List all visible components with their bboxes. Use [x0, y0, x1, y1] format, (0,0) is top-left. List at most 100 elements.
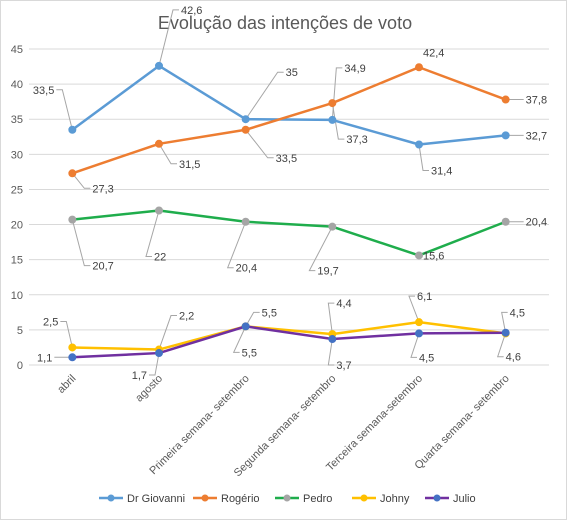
data-label-pedro: 15,6 [423, 250, 444, 262]
data-label-johny: 5,5 [262, 307, 277, 319]
leader-line [408, 295, 420, 323]
data-point-julio [501, 328, 510, 337]
legend: Dr Giovanni Rogério Pedro Johny Julio [99, 493, 476, 505]
x-tick-label: Terceira semana-setembro [324, 373, 425, 474]
data-label-pedro: 20,4 [526, 217, 547, 229]
y-tick-label: 0 [17, 360, 23, 372]
leader-line [327, 338, 335, 366]
data-point-julio [328, 335, 337, 344]
legend-label-johny: Johny [380, 493, 410, 505]
y-tick-label: 30 [11, 149, 23, 161]
data-point-rog-rio [68, 169, 77, 178]
data-label-rog-rio: 31,5 [179, 159, 200, 171]
series-line-julio [72, 325, 506, 359]
series-lines [68, 61, 510, 362]
data-point-dr-giovanni [241, 115, 250, 124]
y-tick-label: 20 [11, 220, 23, 232]
y-tick-label: 5 [17, 325, 23, 337]
data-point-pedro [68, 215, 77, 224]
data-point-julio [68, 353, 77, 362]
leader-line [226, 221, 247, 269]
data-label-julio: 4,6 [506, 352, 521, 364]
data-label-julio: 1,1 [37, 352, 52, 364]
legend-marker-rog-rio [201, 494, 209, 502]
data-label-julio: 3,7 [336, 360, 351, 372]
data-labels: 33,5 42,6 35 34,9 31,4 32,7 27,3 31,5 33,5 37,3 42… [33, 5, 547, 382]
y-axis: 0 5 10 15 20 25 30 35 40 45 [11, 44, 23, 372]
data-label-rog-rio: 37,3 [346, 134, 367, 146]
data-label-dr-giovanni: 35 [286, 67, 298, 79]
label-leader-lines [54, 9, 524, 376]
leader-line [496, 332, 507, 358]
leader-line [158, 143, 177, 165]
legend-marker-pedro [283, 494, 291, 502]
leader-line [245, 311, 260, 327]
data-label-johny: 4,5 [510, 307, 525, 319]
data-label-julio: 4,5 [419, 352, 434, 364]
series-line-dr-giovanni [71, 64, 506, 146]
data-label-pedro: 22 [154, 252, 166, 264]
data-label-dr-giovanni: 31,4 [431, 166, 452, 178]
data-label-julio: 1,7 [132, 370, 147, 382]
data-label-rog-rio: 37,8 [526, 95, 547, 107]
series-line-johny [72, 320, 506, 351]
y-tick-label: 40 [11, 79, 23, 91]
data-point-pedro [501, 217, 510, 226]
data-label-rog-rio: 42,4 [423, 47, 444, 59]
y-tick-label: 10 [11, 290, 23, 302]
data-label-pedro: 20,4 [236, 263, 257, 275]
data-label-johny: 6,1 [417, 291, 432, 303]
data-label-johny: 2,5 [43, 316, 58, 328]
data-label-rog-rio: 33,5 [276, 153, 297, 165]
leader-line [418, 144, 429, 172]
data-label-johny: 2,2 [179, 311, 194, 323]
y-tick-label: 45 [11, 44, 23, 56]
legend-label-pedro: Pedro [303, 493, 332, 505]
data-point-rog-rio [415, 63, 423, 72]
data-point-dr-giovanni [328, 115, 337, 124]
data-point-pedro [415, 251, 423, 260]
x-tick-label: Quarta semana- setembro [413, 373, 512, 472]
data-label-dr-giovanni: 32,7 [526, 130, 547, 142]
leader-line [327, 302, 335, 335]
data-point-julio [155, 349, 163, 358]
data-point-rog-rio [155, 139, 163, 148]
data-point-pedro [155, 206, 163, 215]
legend-marker-dr-giovanni [107, 494, 115, 502]
leader-line [245, 71, 284, 120]
data-label-pedro: 19,7 [317, 266, 338, 278]
leader-line [308, 226, 333, 272]
data-point-dr-giovanni [155, 61, 163, 70]
x-tick-label: abril [55, 373, 78, 396]
leader-line [331, 102, 345, 140]
leader-line [71, 172, 91, 189]
data-label-dr-giovanni: 33,5 [33, 85, 54, 97]
legend-label-julio: Julio [453, 493, 476, 505]
data-point-pedro [241, 217, 250, 226]
x-tick-label: Segunda semana- setembro [232, 373, 339, 480]
leader-line [232, 326, 247, 353]
leader-line [145, 210, 160, 258]
data-label-dr-giovanni: 34,9 [344, 63, 365, 75]
leader-line [158, 9, 179, 66]
leader-line [149, 352, 160, 376]
data-label-johny: 4,4 [336, 298, 351, 310]
series-line-rog-rio [71, 66, 507, 175]
data-point-julio [415, 329, 423, 338]
data-point-julio [241, 322, 250, 331]
data-label-julio: 5,5 [242, 347, 257, 359]
series-line-pedro [72, 209, 507, 257]
x-tick-label: Primeira semana- setembro [147, 373, 251, 477]
legend-marker-julio [433, 494, 441, 502]
data-point-rog-rio [328, 99, 337, 108]
data-label-pedro: 20,7 [92, 261, 113, 273]
chart-title: Evolução das intenções de voto [158, 13, 412, 33]
leader-line [410, 333, 420, 358]
data-point-dr-giovanni [501, 131, 510, 140]
y-tick-label: 15 [11, 255, 23, 267]
leader-line [71, 219, 91, 267]
y-tick-label: 35 [11, 114, 23, 126]
